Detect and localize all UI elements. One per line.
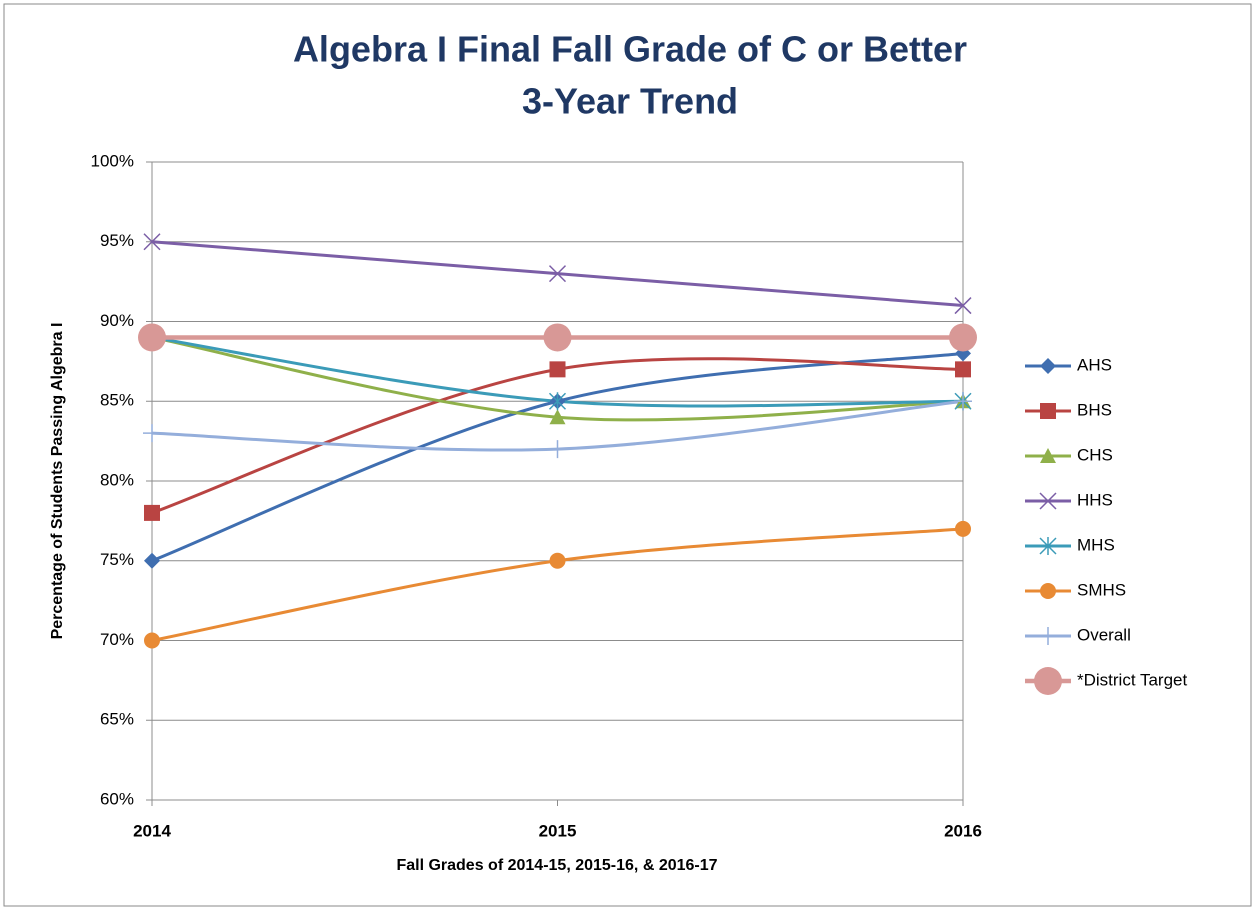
y-tick-label: 95% [100,231,134,250]
x-tick-label: 2014 [133,821,171,840]
marker [144,632,160,649]
y-tick-label: 80% [100,470,134,489]
marker [548,440,567,459]
legend-label: BHS [1077,400,1112,419]
legend-label: SMHS [1077,580,1126,599]
marker [1040,583,1056,599]
marker [1040,448,1056,463]
legend-item: AHS [1025,355,1112,374]
marker [138,323,166,352]
marker [1039,627,1057,645]
marker [143,233,161,251]
marker [144,504,160,521]
chart-title: 3-Year Trend [522,81,738,122]
legend-label: MHS [1077,535,1115,554]
y-tick-label: 100% [91,151,134,170]
y-axis-title: Percentage of Students Passing Algebra I [49,323,66,640]
marker [548,265,567,283]
marker [549,409,566,425]
y-tick-label: 90% [100,311,134,330]
marker [955,520,971,537]
marker [1039,537,1057,555]
legend-item: MHS [1025,535,1115,555]
y-tick-label: 65% [100,710,134,729]
marker [549,361,566,378]
legend-item: Overall [1025,625,1131,645]
y-tick-label: 85% [100,391,134,410]
x-tick-label: 2016 [944,821,982,840]
legend-item: HHS [1025,490,1113,510]
marker [548,392,567,411]
legend-item: *District Target [1025,667,1187,695]
marker [144,552,160,569]
marker [1039,492,1057,510]
legend-item: SMHS [1025,580,1126,599]
y-tick-label: 60% [100,789,134,808]
y-tick-label: 70% [100,630,134,649]
chart-title: Algebra I Final Fall Grade of C or Bette… [293,29,967,70]
legend-label: Overall [1077,625,1131,644]
legend-label: CHS [1077,445,1113,464]
legend-label: AHS [1077,355,1112,374]
y-tick-label: 75% [100,550,134,569]
legend-item: CHS [1025,445,1113,464]
x-tick-label: 2015 [539,821,577,840]
x-axis-title: Fall Grades of 2014-15, 2015-16, & 2016-… [396,857,717,874]
marker [143,424,161,443]
marker [1040,358,1056,374]
marker [1040,403,1056,419]
marker [1034,667,1062,695]
marker [955,361,971,378]
legend-label: *District Target [1077,670,1187,689]
legend-item: BHS [1025,400,1112,419]
marker [949,323,977,352]
legend-label: HHS [1077,490,1113,509]
marker [954,297,972,315]
marker [549,552,566,569]
marker [543,323,572,352]
marker [954,392,972,411]
